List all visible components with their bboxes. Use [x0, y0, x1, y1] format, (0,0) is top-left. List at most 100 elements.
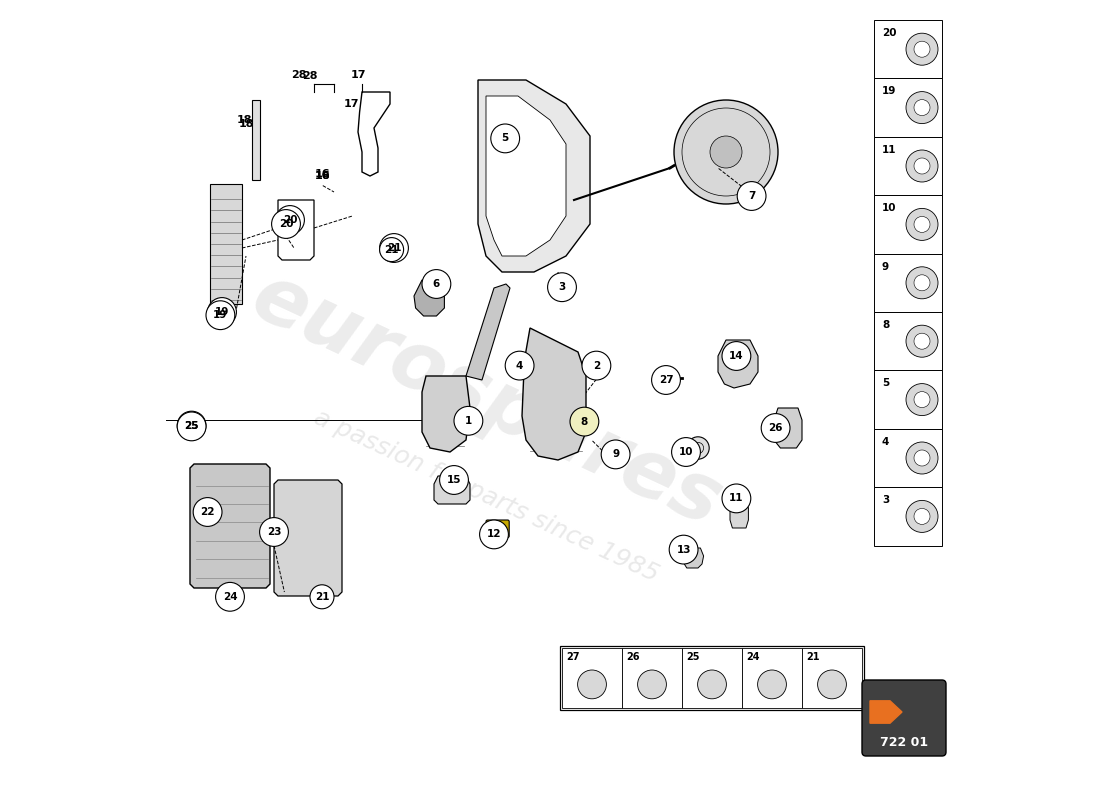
Circle shape	[381, 238, 399, 258]
Bar	[682, 648, 742, 708]
Bar	[210, 184, 242, 304]
Text: 15: 15	[447, 475, 461, 485]
Text: 28: 28	[292, 70, 307, 80]
Circle shape	[906, 501, 938, 533]
Text: 10: 10	[882, 203, 896, 214]
Text: 28: 28	[302, 71, 318, 81]
Text: 21: 21	[315, 592, 329, 602]
Text: 20: 20	[882, 28, 896, 38]
Circle shape	[570, 407, 598, 436]
Circle shape	[906, 208, 938, 240]
Circle shape	[697, 670, 726, 699]
Circle shape	[906, 383, 938, 416]
Circle shape	[686, 437, 710, 459]
Text: 22: 22	[200, 507, 214, 517]
Circle shape	[422, 270, 451, 298]
FancyBboxPatch shape	[862, 680, 946, 756]
Text: a passion for parts since 1985: a passion for parts since 1985	[310, 406, 662, 586]
Text: 9: 9	[612, 450, 619, 459]
Circle shape	[310, 585, 334, 609]
Bar	[874, 20, 942, 78]
Text: 11: 11	[882, 145, 896, 155]
Circle shape	[906, 442, 938, 474]
Bar	[874, 487, 942, 546]
Circle shape	[906, 150, 938, 182]
Circle shape	[914, 509, 929, 525]
Polygon shape	[522, 328, 586, 460]
Polygon shape	[730, 500, 748, 528]
Text: 4: 4	[882, 437, 890, 446]
Circle shape	[505, 351, 534, 380]
Circle shape	[906, 33, 938, 66]
Bar	[802, 648, 862, 708]
Polygon shape	[252, 100, 260, 180]
Circle shape	[480, 520, 508, 549]
Circle shape	[674, 100, 778, 204]
Text: 14: 14	[729, 351, 744, 361]
Polygon shape	[434, 476, 470, 504]
Polygon shape	[422, 376, 470, 452]
Bar	[874, 312, 942, 370]
Circle shape	[454, 406, 483, 435]
Text: 12: 12	[486, 530, 502, 539]
Text: 27: 27	[659, 375, 673, 385]
Text: 4: 4	[516, 361, 524, 370]
Polygon shape	[466, 284, 510, 380]
Circle shape	[914, 158, 929, 174]
Circle shape	[206, 301, 234, 330]
Circle shape	[906, 325, 938, 357]
Circle shape	[208, 298, 236, 326]
Circle shape	[379, 238, 404, 262]
Text: 10: 10	[679, 447, 693, 457]
Text: 24: 24	[746, 652, 759, 662]
Text: 20: 20	[283, 215, 297, 225]
Text: 21: 21	[384, 245, 399, 254]
Polygon shape	[718, 340, 758, 388]
Text: 23: 23	[266, 527, 282, 537]
Text: 16: 16	[315, 169, 331, 178]
Polygon shape	[414, 280, 444, 316]
Circle shape	[758, 670, 786, 699]
Text: 8: 8	[581, 417, 589, 426]
Circle shape	[602, 440, 630, 469]
Circle shape	[817, 670, 846, 699]
Polygon shape	[682, 548, 704, 568]
Circle shape	[914, 333, 929, 349]
Circle shape	[914, 41, 929, 58]
Text: 18: 18	[239, 119, 254, 129]
Bar	[742, 648, 802, 708]
Text: 7: 7	[748, 191, 756, 201]
Polygon shape	[478, 80, 590, 272]
Circle shape	[672, 438, 701, 466]
Circle shape	[311, 586, 332, 606]
Text: 25: 25	[686, 652, 700, 662]
Bar	[874, 137, 942, 195]
Text: 25: 25	[185, 421, 199, 430]
Text: 26: 26	[626, 652, 639, 662]
Polygon shape	[190, 464, 270, 588]
Circle shape	[722, 484, 751, 513]
Circle shape	[906, 91, 938, 123]
FancyArrow shape	[870, 701, 902, 723]
Circle shape	[177, 411, 206, 440]
Circle shape	[578, 670, 606, 699]
Circle shape	[638, 670, 667, 699]
Text: 18: 18	[236, 115, 252, 125]
Text: 20: 20	[278, 219, 294, 229]
Bar	[560, 646, 864, 710]
Text: 19: 19	[882, 86, 896, 96]
Circle shape	[651, 366, 681, 394]
Circle shape	[914, 391, 929, 407]
Circle shape	[914, 450, 929, 466]
Text: 1: 1	[465, 416, 472, 426]
Text: 3: 3	[882, 495, 889, 506]
Bar	[874, 429, 942, 487]
Text: 6: 6	[432, 279, 440, 289]
Bar	[621, 648, 682, 708]
Circle shape	[177, 412, 206, 441]
Circle shape	[260, 518, 288, 546]
Text: 17: 17	[343, 99, 359, 109]
Text: 21: 21	[806, 652, 820, 662]
Circle shape	[194, 498, 222, 526]
Circle shape	[548, 273, 576, 302]
